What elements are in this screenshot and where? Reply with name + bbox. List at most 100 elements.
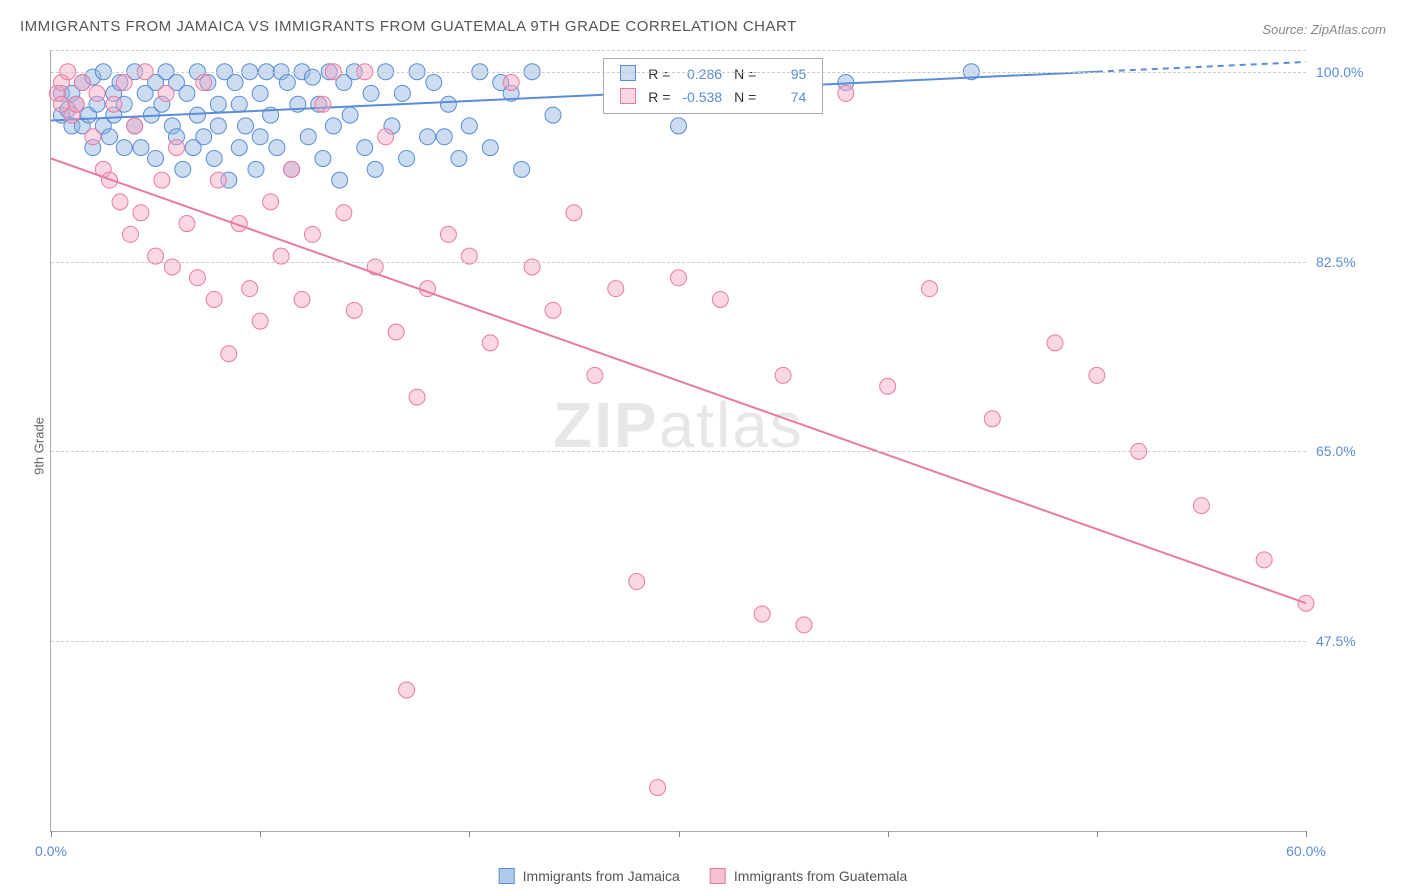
legend-label: Immigrants from Jamaica [523, 868, 680, 884]
data-point [1193, 498, 1209, 514]
data-point [68, 96, 84, 112]
source-link[interactable]: ZipAtlas.com [1311, 22, 1386, 37]
data-point [461, 118, 477, 134]
data-point [378, 129, 394, 145]
data-point [629, 574, 645, 590]
data-point [922, 281, 938, 297]
data-point [189, 270, 205, 286]
data-point [300, 129, 316, 145]
data-point [116, 140, 132, 156]
data-point [363, 85, 379, 101]
y-tick-label: 47.5% [1316, 633, 1386, 649]
data-point [112, 194, 128, 210]
stats-row: R =-0.538N =74 [614, 86, 812, 109]
gridline [51, 641, 1306, 642]
legend-label: Immigrants from Guatemala [734, 868, 908, 884]
data-point [85, 129, 101, 145]
data-point [169, 140, 185, 156]
x-tick [51, 831, 52, 837]
data-point [231, 96, 247, 112]
data-point [210, 172, 226, 188]
data-point [336, 205, 352, 221]
data-point [248, 161, 264, 177]
data-point [545, 107, 561, 123]
legend-item: Immigrants from Jamaica [499, 868, 680, 884]
data-point [179, 85, 195, 101]
correlation-stats-box: R =0.286N =95R =-0.538N =74 [603, 58, 823, 114]
data-point [227, 75, 243, 91]
scatter-svg [51, 50, 1306, 831]
data-point [252, 85, 268, 101]
x-tick [1306, 831, 1307, 837]
data-point [796, 617, 812, 633]
data-point [127, 118, 143, 134]
data-point [263, 194, 279, 210]
data-point [252, 129, 268, 145]
data-point [754, 606, 770, 622]
data-point [206, 150, 222, 166]
data-point [342, 107, 358, 123]
x-tick [679, 831, 680, 837]
chart-plot-area: ZIPatlas R =0.286N =95R =-0.538N =74 47.… [50, 50, 1306, 832]
data-point [399, 682, 415, 698]
gridline [51, 262, 1306, 263]
data-point [388, 324, 404, 340]
data-point [367, 161, 383, 177]
data-point [440, 226, 456, 242]
x-tick [260, 831, 261, 837]
data-point [514, 161, 530, 177]
data-point [221, 346, 237, 362]
data-point [148, 150, 164, 166]
data-point [545, 302, 561, 318]
legend-swatch [499, 868, 515, 884]
data-point [154, 172, 170, 188]
y-axis-label: 9th Grade [31, 417, 46, 475]
data-point [279, 75, 295, 91]
data-point [566, 205, 582, 221]
data-point [409, 389, 425, 405]
gridline [51, 451, 1306, 452]
x-tick [469, 831, 470, 837]
data-point [133, 140, 149, 156]
data-point [357, 140, 373, 156]
stats-row: R =0.286N =95 [614, 63, 812, 86]
data-point [196, 129, 212, 145]
data-point [608, 281, 624, 297]
data-point [325, 118, 341, 134]
x-tick-label: 60.0% [1286, 843, 1326, 859]
data-point [122, 226, 138, 242]
legend: Immigrants from Jamaica Immigrants from G… [499, 868, 908, 884]
data-point [671, 270, 687, 286]
data-point [196, 75, 212, 91]
data-point [482, 140, 498, 156]
data-point [231, 140, 247, 156]
data-point [238, 118, 254, 134]
data-point [1256, 552, 1272, 568]
data-point [106, 96, 122, 112]
data-point [269, 140, 285, 156]
data-point [315, 96, 331, 112]
data-point [315, 150, 331, 166]
data-point [102, 129, 118, 145]
data-point [775, 367, 791, 383]
data-point [1089, 367, 1105, 383]
data-point [420, 129, 436, 145]
data-point [210, 96, 226, 112]
data-point [671, 118, 687, 134]
data-point [304, 226, 320, 242]
data-point [189, 107, 205, 123]
legend-item: Immigrants from Guatemala [710, 868, 908, 884]
data-point [332, 172, 348, 188]
data-point [284, 161, 300, 177]
data-point [179, 216, 195, 232]
data-point [880, 378, 896, 394]
trend-line-dashed [1097, 62, 1306, 72]
source-credit: Source: ZipAtlas.com [1262, 22, 1386, 37]
x-tick-label: 0.0% [35, 843, 67, 859]
y-tick-label: 100.0% [1316, 64, 1386, 80]
y-tick-label: 82.5% [1316, 254, 1386, 270]
data-point [158, 85, 174, 101]
y-tick-label: 65.0% [1316, 443, 1386, 459]
data-point [984, 411, 1000, 427]
trend-line [51, 158, 1306, 603]
